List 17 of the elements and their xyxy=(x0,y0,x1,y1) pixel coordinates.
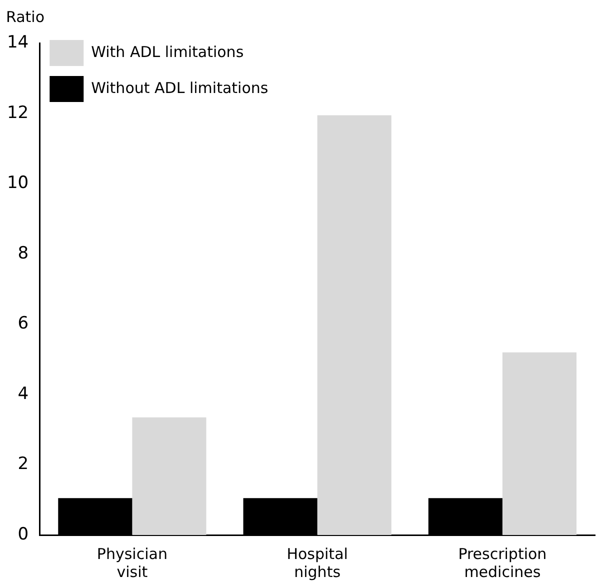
y-tick-label: 14 xyxy=(6,32,29,53)
bar xyxy=(502,352,576,535)
y-tick-label: 4 xyxy=(18,384,29,404)
y-tick-label: 6 xyxy=(18,314,29,334)
y-tick-label: 8 xyxy=(18,243,29,264)
bar xyxy=(317,115,392,535)
y-tick-label: 0 xyxy=(18,524,29,544)
x-tick-label: Physician visit xyxy=(96,544,168,581)
x-tick-label: Hospital nights xyxy=(286,544,348,581)
y-axis-title: Ratio xyxy=(6,8,45,26)
x-tick-label: Prescription medicines xyxy=(458,544,547,581)
y-tick-label: 10 xyxy=(6,173,29,194)
bar xyxy=(132,417,206,535)
legend-label: With ADL limitations xyxy=(91,42,244,61)
y-tick-label: 2 xyxy=(18,454,29,474)
legend-label: Without ADL limitations xyxy=(91,78,268,97)
y-tick-label: 12 xyxy=(6,102,29,123)
